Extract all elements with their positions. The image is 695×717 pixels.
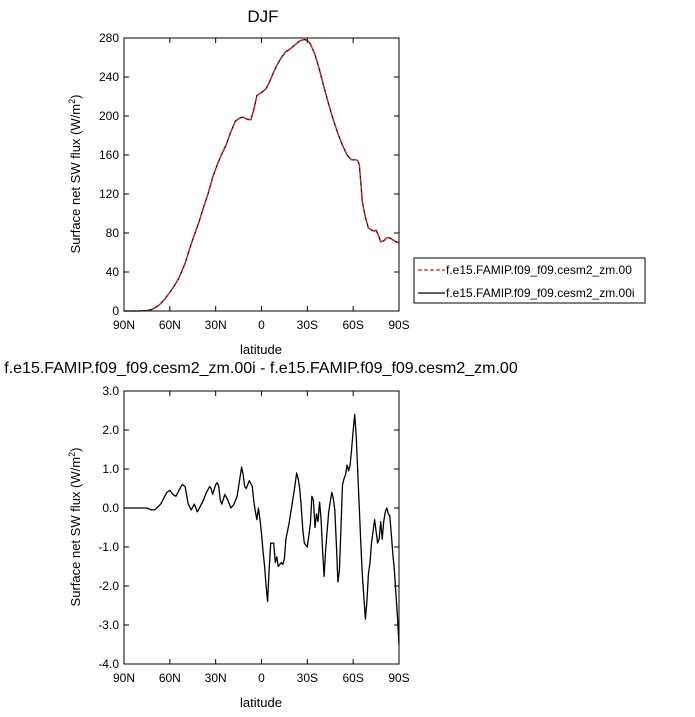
bottom-y-tick-label: 3.0	[102, 384, 119, 398]
top-axis-ticks: 0 40 80 120 160 200 240 280 90N 60N 30N 0 30S 60S 90S	[99, 31, 410, 332]
top-y-axis-label-tail: )	[68, 95, 83, 99]
bottom-chart-panel: f.e15.FAMIP.f09_f09.cesm2_zm.00i - f.e15…	[4, 360, 518, 710]
top-chart-panel: DJF 0 40 80 120 160 200 240 280 90N 60N 30N 0 30S 60S…	[67, 7, 646, 357]
top-y-tick-label: 160	[99, 148, 119, 162]
bottom-x-tick-label: 30S	[297, 671, 318, 685]
legend-box	[413, 257, 646, 304]
bottom-x-tick-label: 30N	[205, 671, 227, 685]
bottom-y-axis-label: Surface net SW flux (W/m2)	[67, 448, 83, 607]
top-chart-title: DJF	[247, 7, 278, 26]
bottom-y-axis-label-sup: 2	[67, 452, 77, 457]
bottom-x-tick-label: 90S	[388, 671, 409, 685]
bottom-y-axis-label-main: Surface net SW flux (W/m	[68, 457, 83, 607]
top-series-line-2	[124, 38, 400, 312]
bottom-y-axis-label-tail: )	[68, 448, 83, 452]
legend-label-series-1: f.e15.FAMIP.f09_f09.cesm2_zm.00	[446, 263, 632, 277]
top-y-tick-label: 120	[99, 187, 119, 201]
top-y-tick-label: 40	[106, 265, 120, 279]
top-plot-area	[124, 38, 400, 312]
bottom-y-tick-label: 2.0	[102, 423, 119, 437]
legend-label-series-2: f.e15.FAMIP.f09_f09.cesm2_zm.00i	[446, 286, 635, 300]
top-y-tick-label: 200	[99, 109, 119, 123]
top-x-tick-label: 60S	[342, 318, 363, 332]
bottom-y-tick-label: -1.0	[98, 540, 119, 554]
bottom-chart-title: f.e15.FAMIP.f09_f09.cesm2_zm.00i - f.e15…	[4, 360, 518, 377]
bottom-x-tick-label: 60N	[159, 671, 181, 685]
bottom-y-tick-label: -4.0	[98, 657, 119, 671]
top-y-tick-label: 80	[106, 226, 120, 240]
top-y-axis-label: Surface net SW flux (W/m2)	[67, 95, 83, 254]
top-y-tick-label: 280	[99, 31, 119, 45]
top-y-tick-label: 0	[112, 304, 119, 318]
bottom-plot-area	[124, 413, 400, 645]
bottom-x-axis-label: latitude	[240, 695, 282, 710]
top-y-axis-label-main: Surface net SW flux (W/m	[68, 104, 83, 254]
top-x-tick-label: 30S	[297, 318, 318, 332]
top-x-tick-label: 90N	[113, 318, 135, 332]
bottom-y-tick-label: -2.0	[98, 579, 119, 593]
legend: f.e15.FAMIP.f09_f09.cesm2_zm.00 f.e15.FA…	[413, 257, 646, 304]
bottom-y-tick-label: 1.0	[102, 462, 119, 476]
top-y-tick-label: 240	[99, 70, 119, 84]
top-x-tick-label: 30N	[205, 318, 227, 332]
top-plot-frame	[123, 37, 400, 312]
top-x-tick-label: 0	[258, 318, 265, 332]
bottom-x-tick-label: 0	[258, 671, 265, 685]
bottom-axis-ticks: -4.0 -3.0 -2.0 -1.0 0.0 1.0 2.0 3.0 90N 60N 30N 0 30…	[98, 384, 409, 685]
bottom-y-tick-label: 0.0	[102, 501, 119, 515]
top-series-line-1	[124, 38, 400, 312]
bottom-x-tick-label: 60S	[342, 671, 363, 685]
top-x-tick-label: 90S	[388, 318, 409, 332]
top-x-tick-label: 60N	[159, 318, 181, 332]
bottom-y-tick-label: -3.0	[98, 618, 119, 632]
top-y-axis-label-sup: 2	[67, 99, 77, 104]
bottom-x-tick-label: 90N	[113, 671, 135, 685]
bottom-series-line-1	[124, 413, 400, 645]
top-x-axis-label: latitude	[240, 342, 282, 357]
